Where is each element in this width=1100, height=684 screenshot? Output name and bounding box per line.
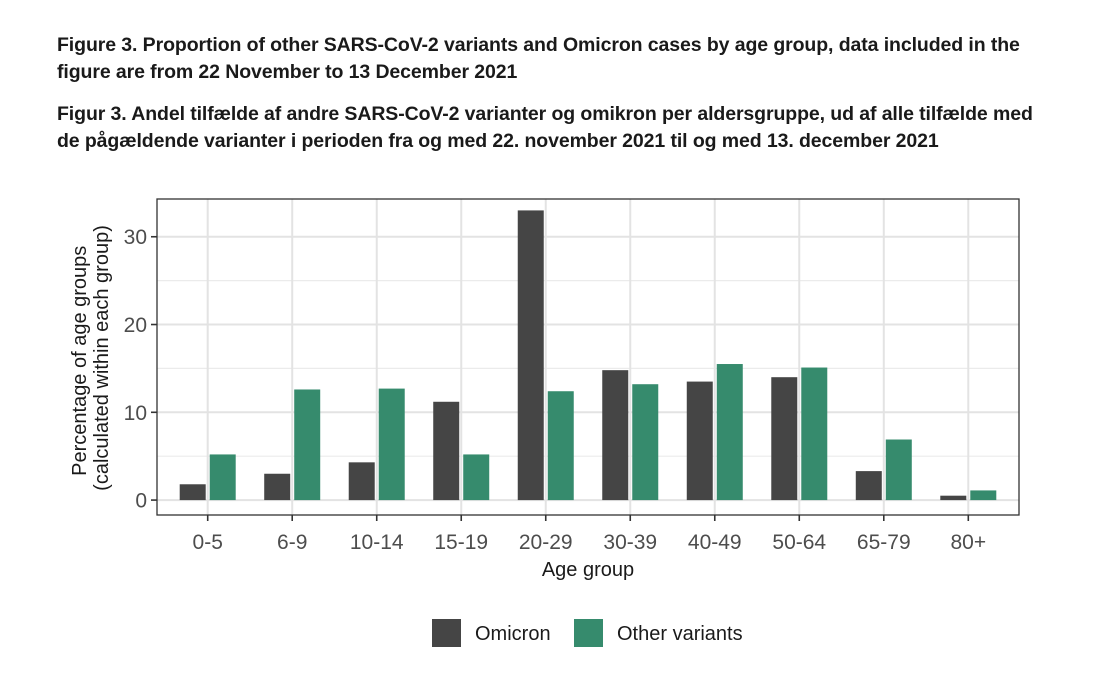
x-tick-label: 6-9: [277, 531, 307, 554]
bars: [179, 210, 997, 501]
bar-other-variants: [970, 490, 997, 501]
bar-other-variants: [378, 388, 405, 501]
bar-omicron: [264, 473, 291, 501]
y-axis-title-line-2: (calculated within each group): [91, 225, 113, 491]
bar-omicron: [940, 495, 967, 501]
x-tick-label: 0-5: [193, 531, 223, 554]
bar-omicron: [602, 370, 629, 501]
bar-omicron: [348, 462, 375, 501]
y-tick-label: 20: [124, 314, 147, 337]
x-tick-label: 80+: [950, 531, 986, 554]
axes: 0 10 20 30 0-5 6-9 10-14 15-19 20-29 30-39 40-49 50…: [124, 226, 986, 554]
bar-omicron: [179, 484, 206, 501]
legend-label: Omicron: [475, 623, 551, 645]
bar-other-variants: [547, 391, 574, 501]
x-tick-label: 65-79: [857, 531, 911, 554]
legend: Omicron Other variants: [432, 619, 743, 647]
x-tick-label: 30-39: [603, 531, 657, 554]
y-axis-title: Percentage of age groups (calculated wit…: [69, 225, 113, 491]
legend-swatch-other-variants: [574, 619, 603, 647]
y-tick-label: 30: [124, 226, 147, 249]
bar-omicron: [855, 471, 882, 501]
bar-omicron: [686, 381, 713, 501]
y-tick-label: 10: [124, 402, 147, 425]
x-tick-label: 15-19: [434, 531, 488, 554]
bar-other-variants: [801, 367, 828, 501]
bar-other-variants: [885, 439, 912, 501]
x-axis-title: Age group: [542, 559, 634, 581]
bar-other-variants: [716, 364, 743, 501]
bar-other-variants: [632, 384, 659, 501]
bar-other-variants: [209, 454, 236, 501]
bar-other-variants: [294, 389, 321, 501]
figure-caption-danish: Figur 3. Andel tilfælde af andre SARS-Co…: [57, 103, 1033, 152]
x-tick-label: 40-49: [688, 531, 742, 554]
y-tick-label: 0: [135, 490, 147, 513]
x-tick-label: 10-14: [350, 531, 404, 554]
legend-label: Other variants: [617, 623, 743, 645]
legend-swatch-omicron: [432, 619, 461, 647]
x-tick-label: 20-29: [519, 531, 573, 554]
figure-caption-english: Figure 3. Proportion of other SARS-CoV-2…: [57, 34, 1020, 83]
bar-omicron: [517, 210, 544, 501]
plot-panel-border: [156, 198, 1020, 516]
y-axis-title-line-1: Percentage of age groups: [69, 246, 91, 476]
bar-other-variants: [463, 454, 490, 501]
x-tick-label: 50-64: [772, 531, 826, 554]
bar-omicron: [771, 377, 798, 501]
bar-omicron: [433, 401, 460, 501]
